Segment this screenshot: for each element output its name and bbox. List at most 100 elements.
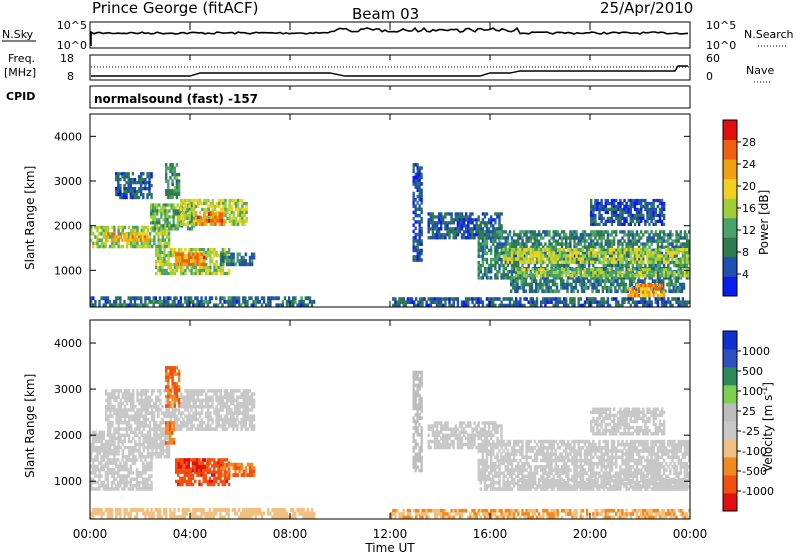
power-cell (677, 257, 680, 262)
power-cell (219, 271, 222, 276)
power-cell (94, 299, 97, 304)
power-cell (287, 296, 291, 301)
power-cell (615, 257, 618, 262)
power-cell (660, 242, 664, 246)
power-cell (658, 201, 662, 206)
power-cell (155, 254, 158, 258)
power-cell (566, 286, 569, 290)
power-cell (615, 216, 618, 221)
power-cell (512, 260, 516, 265)
power-cell (234, 262, 237, 267)
power-cell (608, 268, 612, 272)
power-cell (170, 215, 173, 219)
power-cell (243, 219, 246, 223)
power-cell (637, 219, 641, 223)
power-cell (575, 254, 578, 258)
power-cell (687, 274, 691, 278)
power-cell (479, 300, 482, 304)
power-cell (152, 212, 155, 216)
power-cell (629, 233, 632, 237)
power-cell (687, 251, 691, 256)
velocity-cell (123, 405, 127, 409)
power-cell (633, 274, 637, 278)
power-cell (231, 296, 235, 301)
velocity-cell (184, 398, 187, 403)
power-cell (180, 222, 183, 226)
power-cell (674, 279, 677, 283)
power-cell (529, 245, 532, 249)
power-cell (194, 252, 197, 257)
power-cell (623, 239, 626, 243)
power-cell (130, 228, 133, 233)
power-cell (212, 215, 215, 220)
power-cell (175, 262, 178, 267)
power-cell (192, 201, 196, 206)
power-cell (575, 233, 578, 237)
velocity-cell (117, 414, 120, 419)
power-cell (198, 303, 201, 308)
velocity-cell (157, 405, 160, 409)
velocity-cell (144, 392, 147, 396)
power-cell (512, 263, 516, 268)
power-cell (604, 210, 607, 215)
power-cell (252, 303, 255, 308)
power-cell (650, 216, 653, 221)
power-cell (652, 260, 655, 264)
power-cell (610, 260, 614, 264)
power-cell (431, 236, 435, 240)
velocity-cell (136, 389, 139, 393)
power-cell (237, 204, 240, 209)
velocity-cell (140, 411, 143, 415)
velocity-cell (152, 424, 156, 428)
power-cell (190, 299, 193, 304)
velocity-cell (96, 439, 99, 444)
power-cell (554, 251, 557, 256)
power-cell (146, 225, 150, 230)
power-cell (131, 189, 135, 194)
power-cell (633, 293, 637, 298)
power-cell (617, 300, 620, 304)
power-cell (542, 300, 545, 304)
power-cell (427, 303, 430, 308)
power-cell (231, 299, 235, 304)
power-cell (131, 303, 135, 308)
power-cell (108, 235, 112, 239)
velocity-cell (188, 427, 191, 431)
power-cell (198, 259, 202, 264)
power-cell (685, 271, 689, 275)
power-cell (681, 242, 685, 246)
power-cell (510, 282, 513, 287)
power-cell (665, 233, 668, 237)
power-cell (90, 299, 93, 304)
power-cell (595, 279, 598, 283)
power-cell (529, 236, 532, 240)
power-cell (160, 206, 163, 210)
power-cell (554, 245, 557, 249)
power-cell (615, 248, 618, 252)
power-cell (127, 178, 130, 182)
power-cell (547, 286, 550, 290)
velocity-cell (173, 411, 177, 415)
power-cell (418, 239, 421, 243)
power-cell (550, 251, 553, 255)
power-cell (596, 207, 599, 212)
power-cell (542, 260, 545, 264)
power-cell (540, 303, 543, 308)
power-cell (677, 251, 680, 255)
power-cell (629, 230, 632, 234)
power-cell (161, 262, 164, 267)
power-cell (492, 227, 495, 231)
power-cell (194, 219, 198, 223)
power-cell (156, 203, 159, 207)
power-cell (564, 282, 567, 287)
velocity-cell (104, 452, 108, 456)
power-cell (592, 230, 595, 234)
power-cell (542, 236, 545, 240)
power-cell (437, 221, 441, 225)
power-cell (444, 233, 447, 237)
power-cell (209, 201, 212, 206)
power-cell (112, 303, 116, 308)
power-cell (423, 297, 426, 301)
power-cell (599, 279, 602, 283)
power-cell (550, 270, 553, 274)
